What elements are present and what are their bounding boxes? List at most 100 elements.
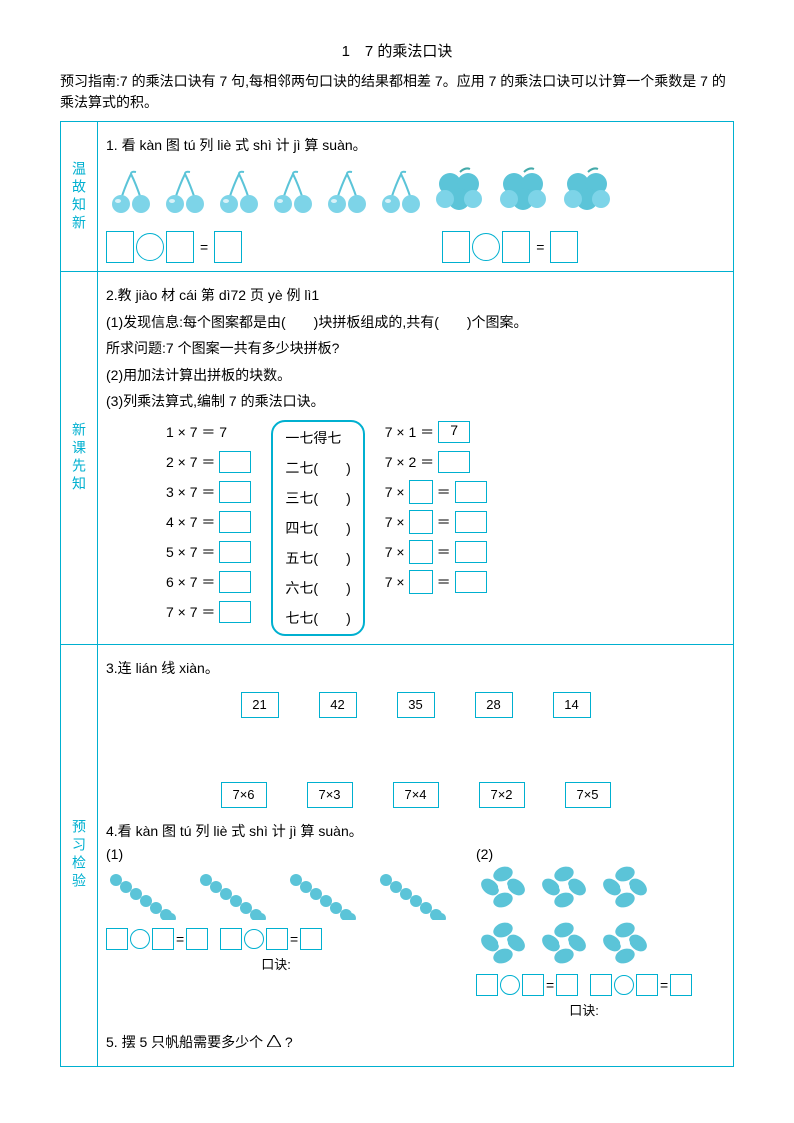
flower-icon — [598, 918, 653, 968]
flower-icon — [598, 862, 653, 912]
blank-box[interactable] — [670, 974, 692, 996]
mult-eq: 7 × — [385, 544, 405, 560]
expr-box: 7×4 — [393, 782, 439, 808]
op-circle[interactable] — [130, 929, 150, 949]
mult-eq: 7 × 1 ＝ — [385, 422, 434, 442]
beads-icon — [106, 870, 176, 920]
mult-eq: 1 × 7 ＝ 7 — [166, 422, 227, 442]
op-circle[interactable] — [472, 233, 500, 261]
num-box: 21 — [241, 692, 279, 718]
q2-1: (1)发现信息:每个图案都是由( )块拼板组成的,共有( )个图案。 — [106, 311, 725, 333]
match-top: 21 42 35 28 14 — [106, 692, 725, 718]
grapes-icon — [558, 164, 618, 219]
kou-label: 口诀: — [476, 1000, 692, 1019]
section1-label: 温故知新 — [61, 122, 98, 272]
phrase: 三七( ) — [285, 486, 350, 510]
blank-box[interactable] — [219, 541, 251, 563]
blank-box[interactable] — [409, 570, 433, 594]
num-box: 14 — [553, 692, 591, 718]
op-circle[interactable] — [136, 233, 164, 261]
blank-box[interactable] — [166, 231, 194, 263]
flowers-grid — [476, 862, 692, 968]
q5-prefix: 5. 摆 5 只帆船需要多少个 — [106, 1034, 263, 1050]
q2-2: (2)用加法计算出拼板的块数。 — [106, 364, 725, 386]
beads-icon — [196, 870, 266, 920]
blank-box[interactable] — [219, 511, 251, 533]
blank-box[interactable] — [502, 231, 530, 263]
blank-box[interactable] — [636, 974, 658, 996]
q4-1-eq: = = — [106, 928, 446, 950]
num-box: 28 — [475, 692, 513, 718]
section3-content: 3.连 lián 线 xiàn。 21 42 35 28 14 7×6 7×3 … — [98, 645, 734, 1066]
mult-eq: 5 × 7 ＝ — [166, 542, 215, 562]
expr-box: 7×5 — [565, 782, 611, 808]
q2-1b: 所求问题:7 个图案一共有多少块拼板? — [106, 337, 725, 359]
blank-box[interactable] — [152, 928, 174, 950]
blank-box[interactable] — [556, 974, 578, 996]
q3-text: 3.连 lián 线 xiàn。 — [106, 657, 725, 679]
op-circle[interactable] — [244, 929, 264, 949]
blank-box[interactable] — [522, 974, 544, 996]
q2-3: (3)列乘法算式,编制 7 的乘法口诀。 — [106, 390, 725, 412]
q4-part1: (1) = = 口诀: — [106, 846, 446, 973]
mult-eq: 7 × — [385, 514, 405, 530]
blank-box[interactable] — [476, 974, 498, 996]
blank-box[interactable] — [219, 601, 251, 623]
blank-box[interactable] — [220, 928, 242, 950]
blank-box[interactable] — [550, 231, 578, 263]
cherry-icon — [268, 169, 318, 219]
eq2-boxes: = — [442, 231, 578, 263]
cherry-icon — [106, 169, 156, 219]
q4-content: (1) = = 口诀: (2) — [106, 846, 725, 1019]
q4-2-eq: = = — [476, 974, 692, 996]
num-box: 42 — [319, 692, 357, 718]
mult-eq: 6 × 7 ＝ — [166, 572, 215, 592]
beads-icon — [376, 870, 446, 920]
phrase: 六七( ) — [285, 576, 350, 600]
blank-box[interactable] — [219, 481, 251, 503]
blank-box[interactable] — [409, 540, 433, 564]
blank-box[interactable] — [106, 928, 128, 950]
section3-label: 预习检验 — [61, 645, 98, 1066]
mult-table: 1 × 7 ＝ 7 2 × 7 ＝ 3 × 7 ＝ 4 × 7 ＝ 5 × 7 … — [106, 420, 725, 636]
blank-box[interactable] — [455, 481, 487, 503]
mult-eq: 4 × 7 ＝ — [166, 512, 215, 532]
q4-1-label: (1) — [106, 846, 123, 862]
q5-suffix: ? — [285, 1034, 293, 1050]
blank-box[interactable] — [214, 231, 242, 263]
expr-box: 7×3 — [307, 782, 353, 808]
worksheet-table: 温故知新 1. 看 kàn 图 tú 列 liè 式 shì 计 jì 算 su… — [60, 121, 734, 1067]
blank-box[interactable] — [300, 928, 322, 950]
blank-box[interactable] — [438, 451, 470, 473]
flower-icon — [537, 862, 592, 912]
blank-box[interactable] — [186, 928, 208, 950]
phrase-col: 一七得七 二七( ) 三七( ) 四七( ) 五七( ) 六七( ) 七七( ) — [271, 420, 364, 636]
phrase: 七七( ) — [285, 606, 350, 630]
blank-box[interactable] — [455, 571, 487, 593]
blank-box[interactable] — [106, 231, 134, 263]
match-bottom: 7×6 7×3 7×4 7×2 7×5 — [106, 782, 725, 808]
grapes-icon — [494, 164, 554, 219]
blank-box[interactable] — [409, 510, 433, 534]
q2-head: 2.教 jiào 材 cái 第 dì72 页 yè 例 lì1 — [106, 284, 725, 306]
mult-left-col: 1 × 7 ＝ 7 2 × 7 ＝ 3 × 7 ＝ 4 × 7 ＝ 5 × 7 … — [166, 420, 251, 636]
expr-box: 7×6 — [221, 782, 267, 808]
blank-box[interactable] — [219, 451, 251, 473]
op-circle[interactable] — [614, 975, 634, 995]
phrase: 二七( ) — [285, 456, 350, 480]
mult-eq: 7 × 2 ＝ — [385, 452, 434, 472]
section2-content: 2.教 jiào 材 cái 第 dì72 页 yè 例 lì1 (1)发现信息… — [98, 272, 734, 645]
blank-box[interactable] — [442, 231, 470, 263]
kou-label: 口诀: — [106, 954, 446, 973]
blank-box[interactable] — [266, 928, 288, 950]
blank-box[interactable] — [455, 511, 487, 533]
blank-box[interactable] — [590, 974, 612, 996]
blank-box[interactable] — [409, 480, 433, 504]
op-circle[interactable] — [500, 975, 520, 995]
cherry-icon — [160, 169, 210, 219]
flower-icon — [476, 918, 531, 968]
blank-box[interactable] — [455, 541, 487, 563]
blank-box[interactable] — [219, 571, 251, 593]
beads-icon — [286, 870, 356, 920]
intro-text: 预习指南:7 的乘法口诀有 7 句,每相邻两句口诀的结果都相差 7。应用 7 的… — [60, 71, 734, 113]
